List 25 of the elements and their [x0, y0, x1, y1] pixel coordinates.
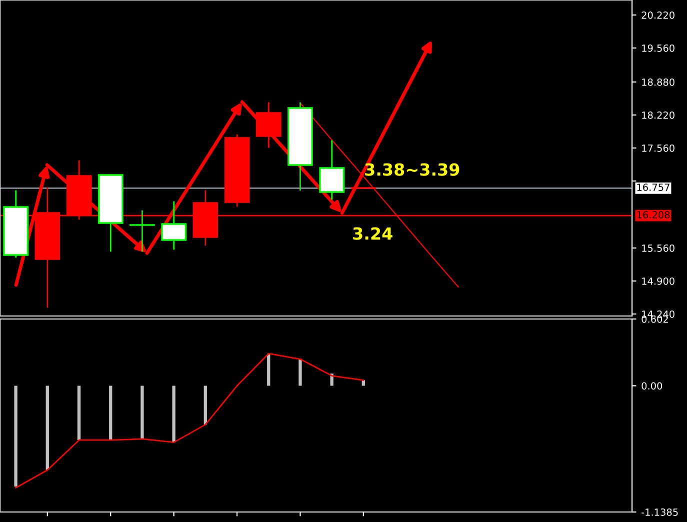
bar [298, 359, 302, 386]
candlestick [319, 140, 345, 200]
ref-line-label: 16.757 [637, 184, 670, 191]
candlestick [161, 201, 186, 250]
annotation: 3.38~3.39 [365, 163, 460, 176]
bar [77, 386, 81, 440]
ref-line-label: 16.208 [637, 211, 670, 218]
y-tick-label: 20.220 [642, 11, 674, 19]
annotation: 3.24 [353, 227, 392, 240]
bar [172, 386, 176, 442]
y-tick-label: 0.00 [642, 382, 662, 390]
bar [267, 354, 270, 386]
y-tick-label: 18.880 [642, 78, 674, 86]
y-tick-label: 18.220 [642, 111, 674, 119]
y-tick-label: 14.900 [642, 277, 674, 285]
y-tick-label: 15.560 [642, 244, 674, 252]
y-tick-label: 17.560 [642, 144, 674, 152]
bar [140, 386, 144, 439]
bar [204, 386, 207, 425]
y-tick-label: 19.560 [642, 44, 674, 52]
bar [109, 386, 112, 440]
y-tick-label: -1.1385 [642, 508, 678, 516]
y-tick-label: 14.240 [642, 310, 674, 318]
bar [14, 386, 18, 487]
bar [46, 386, 49, 470]
